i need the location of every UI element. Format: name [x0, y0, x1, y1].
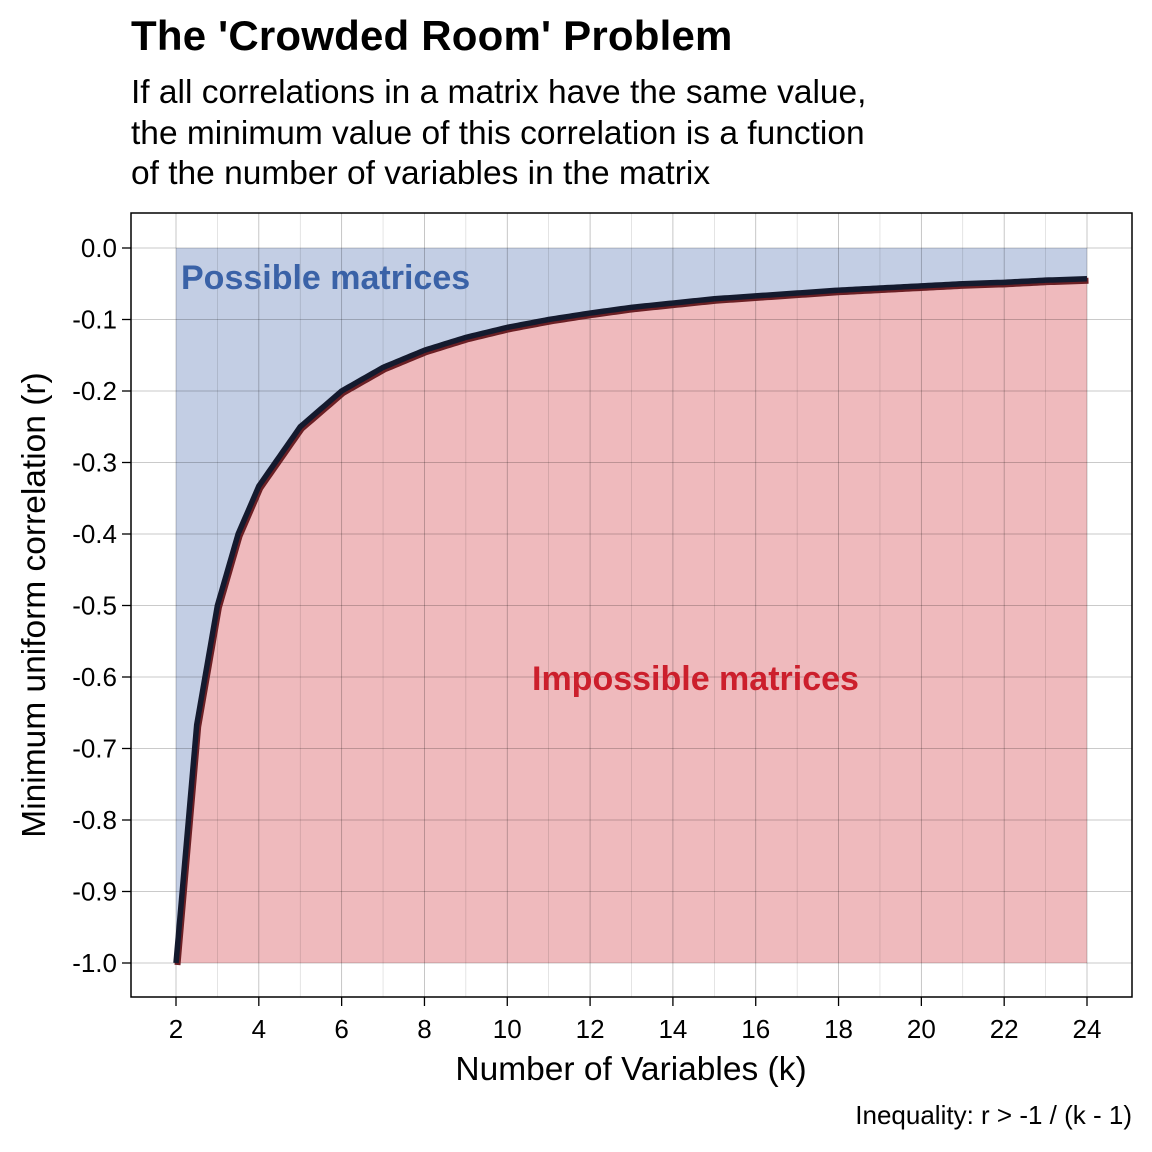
- x-tick-label: 4: [252, 1014, 266, 1044]
- x-tick-label: 24: [1073, 1014, 1102, 1044]
- y-tick-label: -0.3: [72, 448, 117, 478]
- x-axis-ticks: 2 4 6 8 10 12 14 16 18 20 22 24: [169, 997, 1102, 1044]
- y-tick-label: -1.0: [72, 948, 117, 978]
- y-tick-label: -0.7: [72, 734, 117, 764]
- y-tick-label: -0.8: [72, 805, 117, 835]
- y-tick-label: 0.0: [81, 233, 117, 263]
- subtitle-line: of the number of variables in the matrix: [131, 155, 711, 192]
- boundary-curve: [173, 276, 1088, 964]
- y-axis-ticks: 0.0 -0.1 -0.2 -0.3 -0.4 -0.5 -0.6 -0.7 -0.8 -0.9 -…: [72, 233, 131, 978]
- impossible-region: [176, 278, 1087, 963]
- y-axis-title: Minimum uniform correlation (r): [16, 372, 53, 837]
- y-tick-label: -0.2: [72, 376, 117, 406]
- x-tick-label: 18: [824, 1014, 853, 1044]
- y-tick-label: -0.4: [72, 519, 117, 549]
- subtitle-line: If all correlations in a matrix have the…: [131, 74, 867, 111]
- x-tick-label: 22: [990, 1014, 1019, 1044]
- gridlines: [131, 213, 1132, 997]
- x-tick-label: 12: [576, 1014, 605, 1044]
- x-tick-label: 6: [334, 1014, 348, 1044]
- subtitle-line: the minimum value of this correlation is…: [131, 114, 865, 152]
- x-tick-label: 2: [169, 1014, 183, 1044]
- y-tick-label: -0.5: [72, 591, 117, 621]
- x-tick-label: 14: [658, 1014, 687, 1044]
- x-tick-label: 10: [493, 1014, 522, 1044]
- x-axis-title: Number of Variables (k): [455, 1051, 806, 1088]
- chart-subtitle: If all correlations in a matrix have the…: [131, 73, 866, 195]
- possible-label: Possible matrices: [181, 259, 470, 297]
- chart-title: The 'Crowded Room' Problem: [131, 12, 733, 59]
- y-tick-label: -0.9: [72, 877, 117, 907]
- y-tick-label: -0.1: [72, 305, 117, 335]
- region-fills: [176, 248, 1087, 963]
- y-tick-label: -0.6: [72, 662, 117, 692]
- x-tick-label: 20: [907, 1014, 936, 1044]
- x-tick-label: 16: [741, 1014, 770, 1044]
- chart-caption: Inequality: r > -1 / (k - 1): [855, 1100, 1132, 1130]
- x-tick-label: 8: [417, 1014, 431, 1044]
- impossible-label: Impossible matrices: [532, 660, 859, 698]
